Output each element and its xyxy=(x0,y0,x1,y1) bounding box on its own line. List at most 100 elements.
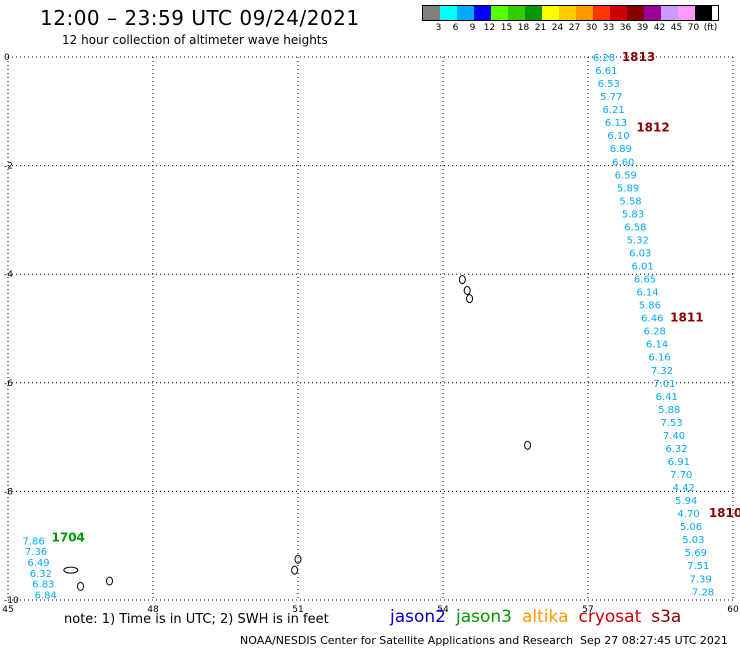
swh-value: 4.70 xyxy=(677,509,699,520)
legend-swatch xyxy=(491,6,508,20)
swh-value: 7.51 xyxy=(687,561,709,572)
legend-swatch xyxy=(661,6,678,20)
mission-jason2: jason2 xyxy=(390,607,446,627)
legend-label: 27 xyxy=(568,23,581,33)
swh-value: 6.14 xyxy=(646,340,668,351)
mission-altika: altika xyxy=(522,607,569,627)
legend-label: 3 xyxy=(435,23,442,33)
x-tick-label: 45 xyxy=(2,605,13,615)
x-tick-label: 48 xyxy=(147,605,159,615)
swh-value: 6.10 xyxy=(607,131,629,142)
y-tick-label: -10 xyxy=(4,596,19,606)
swh-value: 6.83 xyxy=(32,580,54,591)
legend-swatch xyxy=(644,6,661,20)
mission-s3a: s3a xyxy=(651,607,682,627)
legend-swatch xyxy=(440,6,457,20)
swh-value: 6.49 xyxy=(27,558,49,569)
y-tick-label: -8 xyxy=(4,487,13,497)
timestamp: Sep 27 08:27:45 UTC 2021 xyxy=(580,634,728,647)
swh-value: 4.42 xyxy=(673,483,695,494)
pass-label: 1812 xyxy=(636,121,669,135)
swh-value: 5.94 xyxy=(675,496,697,507)
swh-value: 6.91 xyxy=(668,457,690,468)
swh-value: 5.89 xyxy=(617,183,639,194)
island-outline xyxy=(458,275,466,285)
island-outline xyxy=(524,440,532,450)
swh-value: 5.86 xyxy=(639,301,661,312)
island-outline xyxy=(463,285,471,295)
x-tick-label: 60 xyxy=(727,605,739,615)
legend-label: 36 xyxy=(619,23,632,33)
island-outline xyxy=(77,581,84,591)
swh-value: 7.01 xyxy=(653,379,675,390)
swh-value: 5.06 xyxy=(680,522,702,533)
legend-label: 21 xyxy=(534,23,547,33)
swh-value: 7.36 xyxy=(25,547,47,558)
x-tick-label: 54 xyxy=(437,605,449,615)
legend-label: 70 xyxy=(687,23,700,33)
legend-swatch xyxy=(627,6,644,20)
y-tick-label: -6 xyxy=(4,379,13,389)
swh-value: 6.16 xyxy=(648,353,670,364)
legend-swatch xyxy=(423,6,440,20)
swh-value: 6.32 xyxy=(30,569,52,580)
swh-value: 6.41 xyxy=(656,392,678,403)
legend-label: 6 xyxy=(452,23,459,33)
swh-value: 7.37 xyxy=(694,0,716,3)
swh-value: 7.70 xyxy=(670,470,692,481)
swh-value: 6.89 xyxy=(610,144,632,155)
legend-swatch xyxy=(593,6,610,20)
swh-value: 6.13 xyxy=(605,118,627,129)
legend-swatch xyxy=(542,6,559,20)
legend-swatch xyxy=(576,6,593,20)
swh-value: 6.32 xyxy=(665,444,687,455)
map-title: 12:00 – 23:59 UTC 09/24/2021 xyxy=(40,6,360,30)
legend-label: 18 xyxy=(517,23,530,33)
legend-swatch xyxy=(559,6,576,20)
swh-value: 6.28 xyxy=(593,53,615,64)
legend-swatch xyxy=(525,6,542,20)
legend-swatch xyxy=(508,6,525,20)
legend-swatch xyxy=(474,6,491,20)
pass-label: 1813 xyxy=(622,50,655,64)
pass-label: 1810 xyxy=(709,506,740,520)
swh-value: 7.28 xyxy=(692,587,714,598)
swh-value: 7.40 xyxy=(663,431,685,442)
legend-label: 45 xyxy=(670,23,683,33)
color-legend: 3 6 9 12 15 18 21 24 27 30 33 36 39 42 45 70 (ft) xyxy=(422,5,719,33)
legend-label: 33 xyxy=(602,23,615,33)
swh-value: 5.83 xyxy=(622,209,644,220)
swh-value: 5.58 xyxy=(619,196,641,207)
pass-label: 1704 xyxy=(52,531,85,545)
swh-value: 5.88 xyxy=(658,405,680,416)
swh-value: 6.65 xyxy=(634,275,656,286)
legend-label: 30 xyxy=(585,23,598,33)
mission-cryosat: cryosat xyxy=(578,607,642,627)
swh-value: 5.03 xyxy=(682,535,704,546)
legend-label: 42 xyxy=(653,23,666,33)
x-tick-label: 51 xyxy=(292,605,303,615)
credits: NOAA/NESDIS Center for Satellite Applica… xyxy=(240,634,574,647)
swh-value: 6.28 xyxy=(644,327,666,338)
legend-label: 12 xyxy=(483,23,496,33)
legend-swatches xyxy=(422,5,719,21)
y-tick-label: 0 xyxy=(4,53,10,63)
legend-swatch xyxy=(678,6,695,20)
swh-value: 7.39 xyxy=(690,574,712,585)
swh-value: 6.60 xyxy=(612,157,634,168)
swh-value: 5.69 xyxy=(685,548,707,559)
mission-jason3: jason3 xyxy=(456,607,512,627)
swh-value: 5.32 xyxy=(627,235,649,246)
swh-value: 6.59 xyxy=(615,170,637,181)
y-tick-label: -2 xyxy=(4,162,13,172)
swh-value: 6.53 xyxy=(598,79,620,90)
legend-swatch xyxy=(610,6,627,20)
island-outline xyxy=(466,294,474,304)
island-outline xyxy=(291,565,299,575)
footnote: note: 1) Time is in UTC; 2) SWH is in fe… xyxy=(64,612,329,627)
legend-swatch xyxy=(457,6,474,20)
swh-value: 6.61 xyxy=(595,66,617,77)
swh-value: 6.14 xyxy=(636,288,658,299)
swh-value: 6.01 xyxy=(632,262,654,273)
